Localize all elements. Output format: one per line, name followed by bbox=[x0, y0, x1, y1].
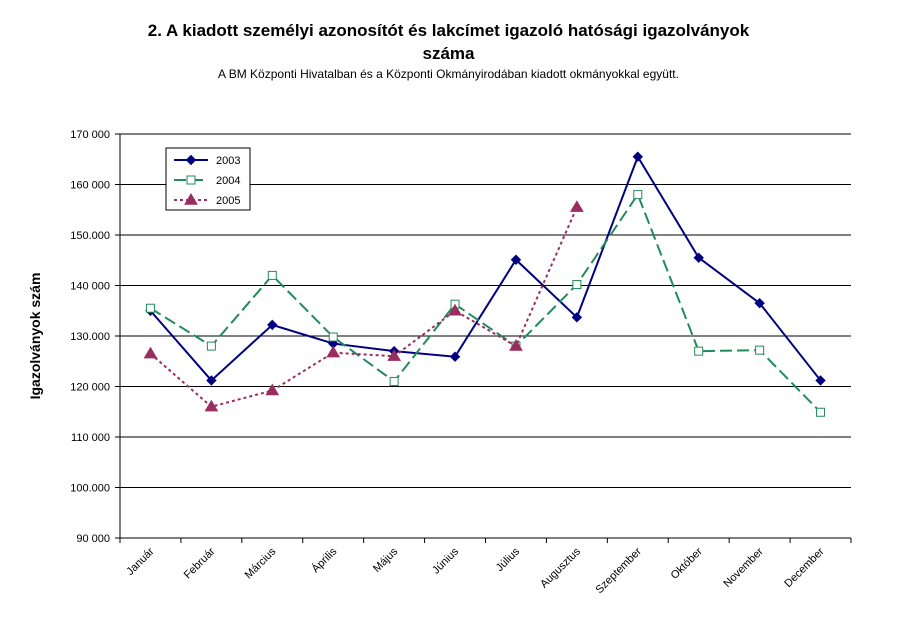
point-2003-11 bbox=[815, 375, 826, 386]
point-2004-11 bbox=[816, 407, 826, 417]
point-2003-6 bbox=[510, 254, 522, 265]
legend-label-2003: 2003 bbox=[216, 155, 240, 167]
point-2004-7 bbox=[572, 279, 582, 289]
x-tick-label-9: Október bbox=[669, 545, 705, 581]
x-tick-label-1: Február bbox=[182, 545, 218, 581]
point-2004-1 bbox=[206, 341, 216, 351]
y-tick-label-7: 160 000 bbox=[70, 180, 110, 192]
y-tick-label-3: 120 000 bbox=[70, 382, 110, 394]
y-tick-label-1: 100.000 bbox=[70, 483, 110, 495]
point-2003-7 bbox=[571, 312, 583, 323]
x-tick-label-11: December bbox=[782, 545, 827, 590]
point-2005-2 bbox=[265, 383, 280, 396]
y-tick-label-5: 140 000 bbox=[70, 281, 110, 293]
y-axis-title: Igazolványok szám bbox=[27, 273, 43, 400]
point-2005-4 bbox=[387, 349, 401, 361]
point-2003-5 bbox=[449, 351, 461, 362]
y-tick-label-6: 150.000 bbox=[70, 230, 110, 242]
legend-label-2004: 2004 bbox=[216, 175, 240, 187]
x-tick-label-4: Május bbox=[371, 545, 401, 575]
series-line-2003 bbox=[149, 154, 822, 382]
point-2005-0 bbox=[143, 346, 158, 359]
y-tick-label-4: 130.000 bbox=[70, 331, 110, 343]
x-tick-label-5: Június bbox=[430, 545, 461, 576]
point-2004-0 bbox=[145, 303, 155, 313]
point-2004-10 bbox=[755, 345, 765, 355]
x-tick-label-0: Január bbox=[124, 545, 157, 578]
legend-label-2005: 2005 bbox=[216, 195, 240, 207]
legend-marker-2003 bbox=[185, 154, 197, 166]
x-tick-label-7: Augusztus bbox=[538, 545, 583, 590]
y-tick-label-2: 110 000 bbox=[71, 432, 110, 444]
series-line-2004 bbox=[149, 192, 822, 413]
point-2004-9 bbox=[694, 346, 704, 356]
point-2005-5 bbox=[448, 303, 462, 316]
point-2005-3 bbox=[326, 345, 341, 358]
point-2004-4 bbox=[389, 376, 399, 386]
x-tick-label-2: Március bbox=[243, 545, 279, 581]
x-tick-label-6: Július bbox=[494, 545, 523, 574]
chart-title-line1: 2. A kiadott személyi azonosítót és lakc… bbox=[147, 21, 750, 40]
chart-title-line2: száma bbox=[422, 44, 475, 63]
legend-marker-2005 bbox=[184, 193, 198, 205]
point-2005-6 bbox=[509, 339, 523, 351]
legend-marker-2004 bbox=[186, 175, 196, 185]
y-tick-label-8: 170 000 bbox=[70, 129, 110, 141]
chart-subtitle: A BM Központi Hivatalban és a Központi O… bbox=[218, 67, 679, 81]
point-2003-1 bbox=[206, 375, 217, 386]
x-tick-label-3: Április bbox=[309, 545, 340, 576]
point-2003-10 bbox=[754, 297, 765, 309]
x-tick-label-8: Szeptember bbox=[593, 545, 644, 596]
point-2003-8 bbox=[632, 151, 643, 162]
point-2003-2 bbox=[267, 319, 278, 331]
y-tick-label-0: 90 000 bbox=[76, 533, 110, 545]
point-2004-8 bbox=[633, 190, 643, 200]
point-2003-9 bbox=[693, 252, 704, 263]
series-line-2005 bbox=[149, 206, 578, 408]
x-tick-label-10: November bbox=[721, 545, 766, 590]
point-2005-1 bbox=[204, 399, 219, 412]
point-2004-2 bbox=[267, 270, 277, 280]
point-2005-7 bbox=[570, 200, 584, 212]
point-2004-3 bbox=[328, 332, 338, 342]
